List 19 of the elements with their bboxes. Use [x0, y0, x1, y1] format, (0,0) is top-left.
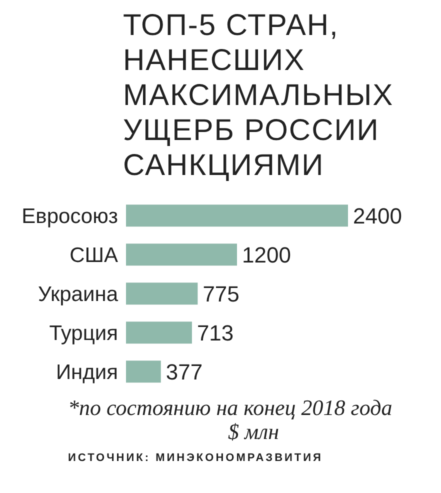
data-label: 775: [202, 281, 240, 306]
bar: [126, 244, 237, 266]
bar: [126, 204, 348, 227]
text: *по состоянию на конец 2018 года: [68, 395, 394, 420]
text: ИСТОЧНИК: МИНЭКОНОМРАЗВИТИЯ: [68, 452, 324, 464]
y-tick-label: Евросоюз: [22, 204, 118, 228]
text: $ млн: [228, 419, 280, 444]
y-tick-label: Турция: [49, 322, 118, 345]
y-tick-label: Украина: [38, 282, 118, 306]
data-label: 2400: [353, 203, 402, 228]
data-label: 1200: [242, 242, 291, 268]
bar: [126, 282, 198, 305]
y-tick-label: США: [70, 244, 118, 267]
data-label: 377: [166, 359, 203, 384]
chart-title: ТОП-5 СТРАН, НАНЕСШИХ МАКСИМАЛЬНЫХ УЩЕРБ РОССИИ САНКЦИЯМИ: [123, 8, 395, 183]
data-label: 713: [196, 320, 234, 346]
bar: [126, 322, 192, 344]
y-tick-label: Индия: [56, 360, 118, 384]
bar: [126, 360, 161, 383]
